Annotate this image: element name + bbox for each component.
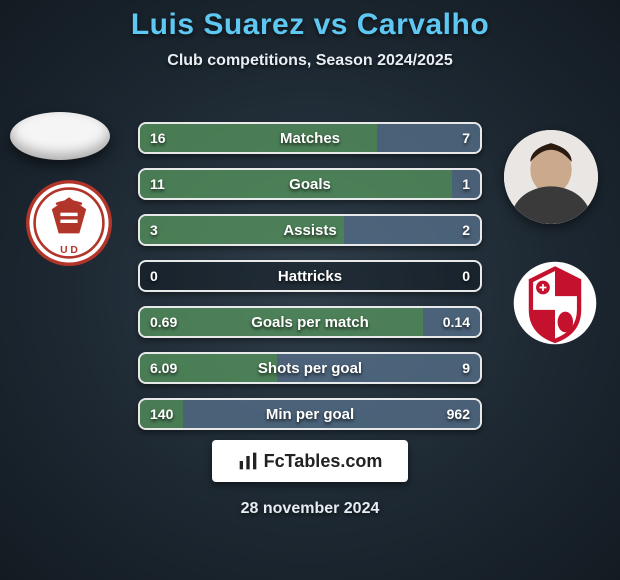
player-right-avatar	[504, 130, 598, 224]
bars-icon	[238, 451, 258, 471]
comparison-subtitle: Club competitions, Season 2024/2025	[0, 52, 620, 70]
stat-row: 6.099Shots per goal	[138, 352, 482, 384]
brand-label: FcTables.com	[264, 451, 383, 472]
stat-row: 167Matches	[138, 122, 482, 154]
stat-row: 0.690.14Goals per match	[138, 306, 482, 338]
stat-row: 140962Min per goal	[138, 398, 482, 430]
snapshot-date: 28 november 2024	[0, 500, 620, 518]
stat-label: Min per goal	[140, 400, 480, 428]
stat-label: Hattricks	[140, 262, 480, 290]
stat-label: Goals	[140, 170, 480, 198]
stat-row: 00Hattricks	[138, 260, 482, 292]
stat-label: Goals per match	[140, 308, 480, 336]
stat-label: Shots per goal	[140, 354, 480, 382]
stat-row: 111Goals	[138, 168, 482, 200]
stats-table: 167Matches 111Goals 32Assists 00Hattricks 0.…	[138, 122, 482, 444]
stat-label: Matches	[140, 124, 480, 152]
stat-label: Assists	[140, 216, 480, 244]
comparison-title: Luis Suarez vs Carvalho	[0, 0, 620, 42]
svg-text:U D: U D	[60, 245, 78, 256]
player-left-club-crest: U D	[26, 180, 112, 266]
stat-row: 32Assists	[138, 214, 482, 246]
brand-logo: FcTables.com	[212, 440, 408, 482]
player-right-club-crest	[512, 260, 598, 346]
player-left-avatar	[10, 112, 110, 160]
